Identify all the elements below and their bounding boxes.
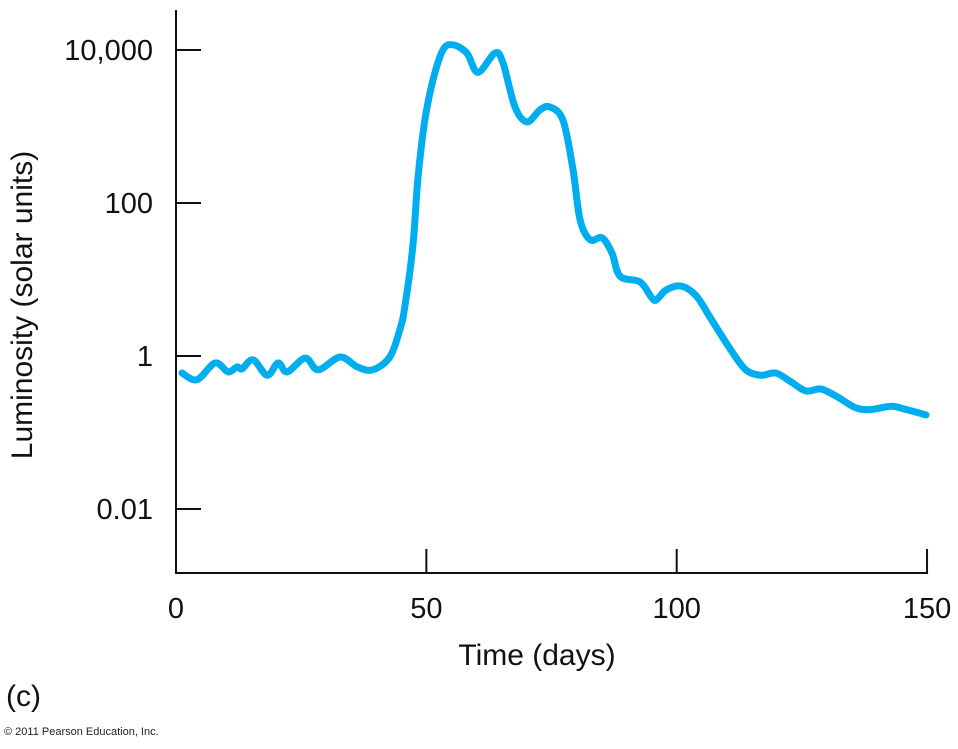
y-tick-label: 10,000 [64,35,153,67]
x-tick-label: 0 [168,593,184,625]
x-tick-label: 100 [653,593,701,625]
x-axis-title: Time (days) [458,639,615,672]
y-tick-label: 0.01 [97,494,153,526]
panel-label: (c) [6,680,41,713]
y-tick-label: 100 [105,188,153,220]
y-tick-label: 1 [137,341,153,373]
y-axis-title: Luminosity (solar units) [6,151,39,459]
copyright-notice: © 2011 Pearson Education, Inc. [4,726,159,738]
x-tick-label: 150 [903,593,951,625]
luminosity-curve [178,41,930,419]
x-tick-label: 50 [410,593,442,625]
